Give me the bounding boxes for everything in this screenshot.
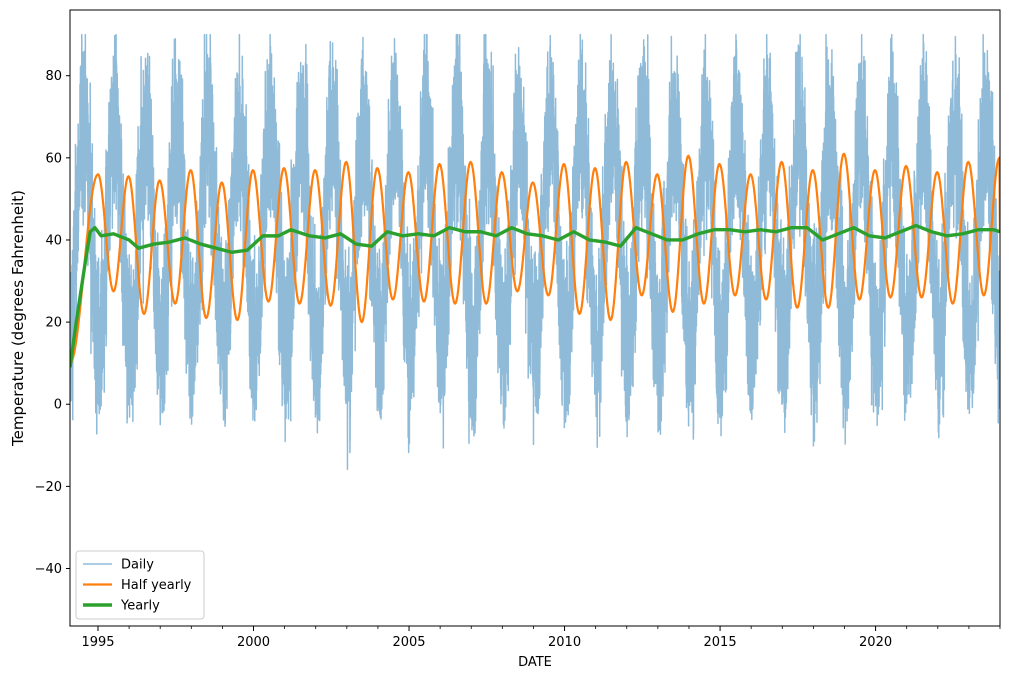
x-tick-label: 2020 xyxy=(859,635,892,650)
plot-frame xyxy=(69,9,1001,627)
legend: Daily Half yearly Yearly xyxy=(75,550,205,620)
x-axis-label: DATE xyxy=(518,655,552,670)
series-line-yearly xyxy=(70,223,1000,368)
y-tick-label: −40 xyxy=(35,562,62,577)
series-line-half-yearly xyxy=(70,152,1000,365)
y-axis-label: Temperature (degrees Fahrenheit) xyxy=(9,190,27,447)
legend-entry: Daily xyxy=(121,558,154,573)
x-tick-label: 2015 xyxy=(704,635,737,650)
x-tick-label: 2000 xyxy=(237,635,270,650)
series-line-daily xyxy=(70,33,1000,471)
x-tick-label: 2010 xyxy=(548,635,581,650)
x-tick-label: 2005 xyxy=(392,635,425,650)
legend-entry: Half yearly xyxy=(121,578,192,593)
y-tick-label: 20 xyxy=(45,316,62,331)
legend-entry: Yearly xyxy=(120,599,160,614)
y-tick-label: 60 xyxy=(45,151,62,166)
plot-layer xyxy=(70,33,1000,471)
legend-box xyxy=(75,550,205,620)
x-tick-label: 1995 xyxy=(81,635,114,650)
axes-layer: −40 −20 0 20 40 60 80 1995 2000 2005 2010 2015 2020 xyxy=(35,9,1001,650)
y-tick-label: 80 xyxy=(45,69,62,84)
y-tick-label: 0 xyxy=(54,398,62,413)
y-tick-label: 40 xyxy=(45,233,62,248)
y-tick-label: −20 xyxy=(35,480,62,495)
